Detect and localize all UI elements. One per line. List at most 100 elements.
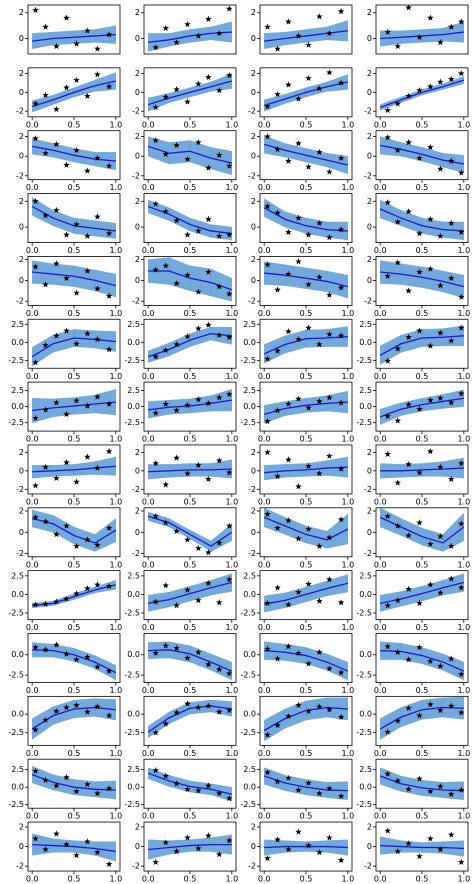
data-point	[53, 260, 60, 267]
data-point	[184, 834, 191, 841]
data-point	[184, 470, 191, 477]
data-point	[205, 475, 212, 482]
subplot: -2.50.02.50.0 0.5 1.0	[356, 318, 470, 381]
x-tick-label: 0.0	[26, 435, 39, 444]
y-tick-label: -2	[248, 297, 256, 306]
subplot: -2 0 2 0.0 0.5 1.0	[132, 255, 238, 318]
data-point	[73, 397, 80, 404]
subplot: 02	[251, 4, 353, 55]
data-point	[437, 78, 444, 85]
y-tick-label: -2.5	[124, 418, 140, 427]
data-point	[32, 100, 39, 107]
data-point	[285, 774, 292, 781]
data-point	[216, 394, 223, 401]
data-point	[205, 73, 212, 81]
data-point	[285, 18, 292, 25]
x-tick-label: 1.0	[109, 812, 122, 821]
x-tick-label: 0.5	[300, 623, 313, 632]
data-point	[326, 534, 333, 541]
data-point	[42, 518, 49, 525]
subplot: -2 0 2 0.0 0.5 1.0	[16, 821, 122, 884]
data-point	[173, 86, 180, 93]
mean-line	[264, 650, 349, 672]
y-tick-label: 2	[19, 132, 24, 141]
data-point	[405, 92, 412, 99]
data-point	[216, 599, 223, 606]
y-tick-label: 0.0	[243, 783, 256, 792]
mean-line	[32, 271, 116, 287]
x-tick-label: 0.5	[184, 812, 197, 821]
data-point	[63, 231, 70, 238]
data-point	[326, 69, 333, 76]
plot-area	[32, 641, 117, 681]
plot-area	[379, 767, 465, 800]
data-point	[94, 45, 101, 52]
subplot: -2.50.02.50.0 0.5 1.0	[356, 381, 470, 444]
x-tick-label: 1.0	[225, 246, 238, 255]
x-tick-label: 0.5	[300, 183, 313, 192]
data-point	[105, 400, 113, 407]
data-point	[205, 321, 212, 328]
data-point	[152, 598, 159, 605]
x-tick-label: 0.0	[374, 812, 387, 821]
mean-line	[147, 772, 232, 795]
data-point	[458, 460, 465, 467]
y-tick-label: 2	[251, 197, 256, 206]
data-point	[73, 146, 80, 154]
confidence-band	[210, 73, 232, 92]
x-tick-label: 0.5	[184, 623, 197, 632]
x-tick-label: 0.0	[26, 812, 39, 821]
plot-area	[31, 327, 116, 367]
data-point	[295, 701, 302, 709]
data-point	[295, 535, 302, 542]
x-tick-label: 0.0	[142, 875, 155, 884]
data-point	[216, 666, 223, 673]
y-tick-label: 0.0	[127, 338, 140, 347]
x-tick-label: 0.0	[374, 372, 387, 381]
y-tick-label: 0	[251, 223, 256, 232]
x-tick-label: 0.5	[300, 686, 313, 695]
data-point	[337, 856, 345, 864]
data-point	[42, 776, 49, 783]
data-point	[405, 704, 412, 711]
plot-area	[148, 641, 233, 681]
subplot: -2 0 2 0.0 0.5 1.0	[248, 255, 354, 318]
mean-line	[147, 205, 232, 235]
y-tick-label: 0	[251, 34, 256, 43]
data-point	[173, 848, 180, 855]
y-tick-label: 0	[135, 466, 140, 475]
subplot: -2 0 2 0.0 0.5 1.0	[132, 821, 238, 884]
confidence-band	[442, 325, 464, 347]
data-point	[274, 836, 281, 843]
confidence-band	[326, 74, 348, 92]
x-tick-label: 0.0	[258, 246, 271, 255]
data-point	[63, 774, 70, 781]
y-tick-label: -2.5	[356, 356, 372, 365]
x-tick-label: 1.0	[341, 875, 354, 884]
data-point	[162, 93, 169, 100]
x-tick-label: 0.0	[26, 183, 39, 192]
plot-area	[380, 259, 465, 300]
data-point	[63, 522, 70, 529]
y-tick-label: 2	[367, 506, 372, 515]
data-point	[394, 848, 401, 855]
subplot: -2 0 2 0.0 0.5 1.0	[248, 506, 354, 569]
y-tick-label: 0	[19, 466, 24, 475]
data-point	[84, 653, 91, 660]
y-tick-label: 0.0	[11, 402, 24, 411]
x-tick-label: 0.5	[300, 246, 313, 255]
subplot: -2.50.02.50.0 0.5 1.0	[8, 758, 122, 821]
data-point	[326, 665, 333, 672]
data-point	[405, 785, 412, 793]
data-point	[63, 14, 70, 21]
y-tick-label: -2	[132, 171, 140, 180]
y-tick-label: 2	[367, 822, 372, 831]
data-point	[152, 767, 159, 774]
data-point	[205, 215, 212, 223]
y-tick-label: -2	[16, 549, 24, 558]
y-tick-label: 0.0	[243, 710, 256, 719]
y-tick-label: -2	[364, 171, 372, 180]
data-point	[274, 655, 281, 662]
data-point	[53, 332, 60, 339]
data-point	[458, 786, 465, 793]
